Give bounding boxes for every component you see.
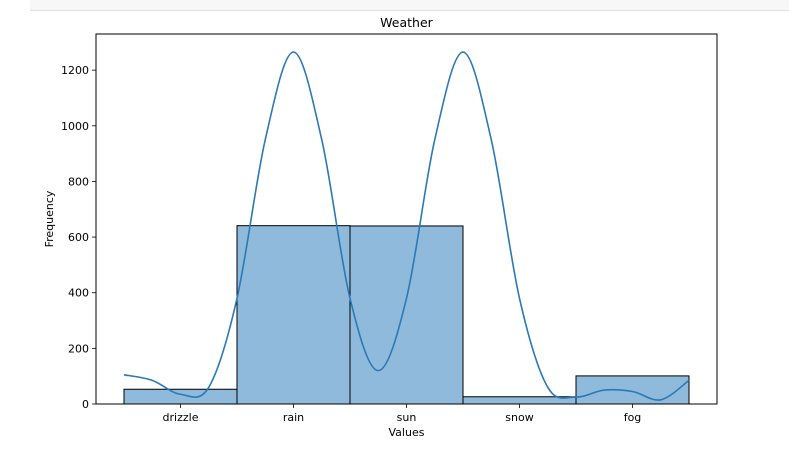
y-axis-label: Frequency (43, 190, 56, 247)
bar-sun (349, 225, 464, 405)
x-tick-label-fog: fog (624, 411, 642, 424)
y-tick-label: 400 (68, 287, 89, 300)
cell-output-bar (30, 0, 789, 11)
bars-group (123, 225, 690, 405)
x-tick-label-rain: rain (283, 411, 304, 424)
x-axis-label: Values (389, 426, 425, 439)
kde-line (123, 51, 690, 401)
y-tick-label: 800 (68, 175, 89, 188)
y-tick-label: 200 (68, 342, 89, 355)
y-tick-label: 1200 (61, 64, 89, 77)
bar-drizzle (123, 388, 238, 405)
x-tick-label-drizzle: drizzle (163, 411, 199, 424)
chart-title: Weather (380, 15, 433, 30)
x-axis: drizzle rain sun snow fog (163, 404, 642, 424)
x-tick-label-snow: snow (505, 411, 533, 424)
y-tick-label: 1000 (61, 120, 89, 133)
bar-fog (575, 375, 690, 405)
bar-rain (236, 225, 351, 405)
x-tick-label-sun: sun (397, 411, 417, 424)
y-tick-label: 0 (82, 398, 89, 411)
y-tick-label: 600 (68, 231, 89, 244)
y-axis: 0 200 400 600 800 1000 1200 (61, 64, 96, 411)
